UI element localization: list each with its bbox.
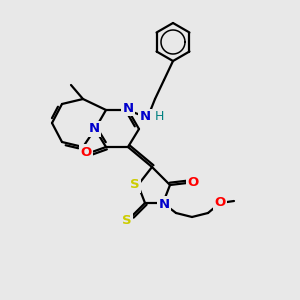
Text: O: O: [214, 196, 226, 208]
Text: N: N: [88, 122, 100, 136]
Text: O: O: [188, 176, 199, 190]
Text: N: N: [158, 197, 169, 211]
Text: H: H: [154, 110, 164, 124]
Text: O: O: [80, 146, 92, 158]
Text: N: N: [122, 101, 134, 115]
Text: S: S: [122, 214, 132, 227]
Text: N: N: [140, 110, 151, 124]
Text: S: S: [130, 178, 140, 191]
